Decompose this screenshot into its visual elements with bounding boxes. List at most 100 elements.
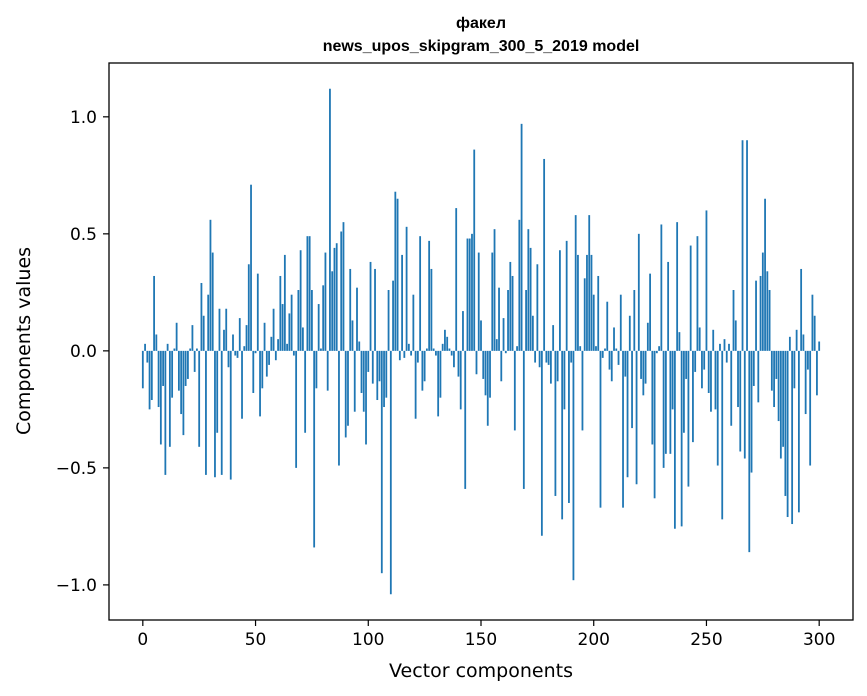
bar-114	[398, 350, 401, 361]
bar-2	[146, 350, 149, 363]
bar-68	[295, 350, 298, 468]
bar-226	[651, 350, 654, 445]
bar-39	[229, 350, 232, 480]
bar-219	[635, 350, 638, 485]
bar-25	[198, 350, 201, 447]
bar-53	[261, 350, 264, 389]
bar-72	[304, 350, 307, 433]
bar-45	[243, 346, 246, 351]
bar-41	[234, 350, 237, 356]
y-axis-label: Components values	[13, 247, 35, 435]
bar-200	[592, 294, 595, 351]
bar-46	[245, 325, 248, 351]
bar-95	[356, 287, 358, 351]
bar-179	[545, 350, 548, 363]
bar-96	[358, 341, 361, 351]
bar-220	[637, 233, 640, 351]
bar-14	[173, 348, 176, 351]
bar-66	[290, 294, 293, 351]
bar-52	[259, 350, 261, 417]
bar-260	[728, 343, 730, 351]
bar-276	[764, 198, 766, 351]
bar-222	[642, 350, 645, 396]
bar-295	[807, 350, 809, 370]
bar-194	[579, 346, 582, 351]
x-tick-label-0: 0	[137, 630, 148, 650]
bar-243	[689, 245, 692, 351]
bar-207	[608, 350, 611, 370]
bar-85	[333, 247, 336, 351]
bar-97	[360, 350, 363, 393]
y-tick-label-4: 1.0	[70, 108, 97, 128]
bar-90	[344, 350, 347, 438]
bar-218	[633, 290, 636, 351]
bar-174	[534, 350, 537, 363]
bar-183	[554, 350, 557, 496]
bar-126	[425, 348, 428, 351]
bar-142	[462, 311, 464, 351]
bar-84	[331, 271, 334, 351]
bar-144	[466, 238, 469, 351]
bar-251	[707, 350, 710, 393]
bar-246	[696, 236, 699, 351]
chart-title: факел	[456, 15, 506, 32]
bar-110	[389, 350, 392, 595]
bar-103	[374, 268, 376, 351]
bar-81	[324, 252, 327, 351]
bar-171	[527, 229, 530, 351]
bar-240	[683, 350, 685, 433]
bar-47	[247, 264, 250, 351]
bar-230	[660, 224, 663, 351]
bar-127	[428, 240, 431, 351]
bar-22	[191, 325, 194, 351]
bar-263	[734, 320, 737, 351]
bar-199	[590, 254, 593, 351]
bar-136	[448, 348, 451, 351]
bar-121	[414, 350, 417, 419]
bar-33	[216, 350, 219, 433]
bar-272	[755, 280, 757, 351]
bar-193	[577, 254, 579, 351]
bar-80	[322, 285, 325, 351]
bar-109	[387, 290, 390, 351]
bar-153	[486, 350, 489, 426]
bar-203	[599, 350, 602, 508]
bar-21	[189, 348, 192, 351]
bar-170	[525, 290, 527, 351]
bar-26	[200, 282, 203, 351]
bar-137	[450, 350, 453, 356]
bar-288	[791, 350, 794, 525]
bar-232	[664, 350, 667, 454]
bar-123	[419, 236, 422, 351]
bar-229	[658, 346, 661, 351]
bar-77	[315, 350, 318, 389]
bar-204	[601, 350, 604, 358]
bar-98	[362, 350, 365, 412]
bar-8	[159, 350, 162, 445]
bar-155	[491, 252, 494, 351]
bar-54	[263, 322, 266, 351]
x-tick-label-100: 100	[352, 630, 384, 650]
bar-293	[802, 334, 805, 351]
bar-195	[581, 350, 584, 431]
bar-69	[297, 290, 300, 351]
bar-76	[313, 350, 316, 548]
bar-208	[610, 350, 613, 382]
bar-257	[721, 350, 724, 520]
bar-167	[518, 219, 521, 351]
bar-86	[335, 243, 338, 351]
bar-168	[520, 123, 523, 351]
bar-299	[816, 350, 818, 396]
bar-74	[308, 236, 311, 351]
bar-279	[770, 350, 773, 391]
chart-subtitle: news_upos_skipgram_300_5_2019 model	[323, 38, 640, 55]
bar-297	[811, 294, 814, 351]
bar-78	[317, 304, 320, 351]
bar-178	[543, 158, 546, 351]
bar-91	[347, 350, 349, 426]
x-axis: 0 50 100 150 200 250 300	[137, 620, 835, 650]
bar-173	[531, 315, 534, 351]
bar-176	[538, 350, 541, 368]
bar-206	[606, 301, 609, 351]
